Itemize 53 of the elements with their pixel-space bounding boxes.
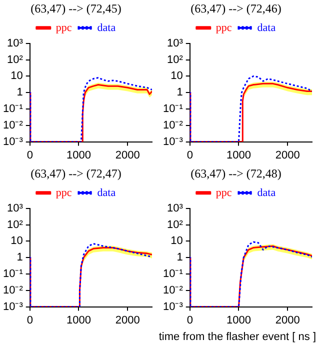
legend-label: ppc [56, 186, 72, 199]
y-tick-label: 10³ [166, 37, 184, 50]
x-tick-label: 1000 [226, 314, 251, 326]
y-tick-label: 1 [176, 252, 183, 264]
legend-label: data [97, 186, 116, 199]
y-tick-label: 10 [170, 70, 183, 82]
x-tick-label: 1000 [226, 149, 251, 162]
y-tick-label: 1 [176, 86, 183, 99]
x-axis-title: time from the flasher event [ ns ] [158, 331, 316, 343]
legend-label: ppc [216, 186, 232, 199]
x-tick-label: 1000 [66, 314, 91, 326]
y-tick-label: 10⁻³ [162, 136, 184, 148]
legend-label: ppc [216, 22, 232, 34]
y-tick-label: 10² [6, 218, 24, 231]
y-tick-label: 1 [16, 86, 23, 99]
y-tick-label: 10⁻² [2, 119, 24, 132]
y-tick-label: 10⁻³ [2, 300, 24, 313]
chart-title: (63,47) --> (72,45) [30, 1, 122, 16]
y-tick-label: 1 [16, 252, 23, 264]
x-tick-label: 2000 [275, 149, 300, 162]
y-tick-label: 10 [170, 235, 183, 248]
y-tick-label: 10⁻³ [162, 300, 184, 313]
y-tick-label: 10⁻¹ [162, 268, 184, 280]
x-tick-label: 0 [186, 149, 193, 162]
chart-title: (63,47) --> (72,47) [30, 166, 122, 180]
x-tick-label: 1000 [66, 149, 91, 162]
chart-title: (63,47) --> (72,48) [190, 166, 282, 180]
chart-title: (63,47) --> (72,46) [190, 1, 282, 16]
y-tick-label: 10⁻² [162, 284, 184, 296]
y-tick-label: 10³ [6, 202, 24, 214]
legend-label: data [257, 22, 276, 34]
y-tick-label: 10² [6, 54, 24, 66]
legend-label: data [257, 186, 276, 199]
legend-label: ppc [56, 22, 72, 34]
x-tick-label: 0 [186, 314, 193, 326]
y-tick-label: 10² [166, 218, 184, 231]
x-tick-label: 2000 [115, 149, 140, 162]
x-tick-label: 2000 [275, 314, 300, 326]
y-tick-label: 10 [10, 235, 23, 248]
y-tick-label: 10⁻¹ [2, 268, 24, 280]
x-tick-label: 0 [26, 314, 33, 326]
y-tick-label: 10⁻¹ [2, 103, 24, 116]
y-tick-label: 10⁻² [162, 119, 184, 132]
y-tick-label: 10³ [6, 37, 24, 50]
y-tick-label: 10³ [166, 202, 184, 214]
y-tick-label: 10 [10, 70, 23, 82]
y-tick-label: 10⁻¹ [162, 103, 184, 116]
x-tick-label: 2000 [115, 314, 140, 326]
legend-label: data [97, 22, 116, 34]
y-tick-label: 10² [166, 54, 184, 66]
y-tick-label: 10⁻² [2, 284, 24, 296]
x-tick-label: 0 [26, 149, 33, 162]
y-tick-label: 10⁻³ [2, 136, 24, 148]
